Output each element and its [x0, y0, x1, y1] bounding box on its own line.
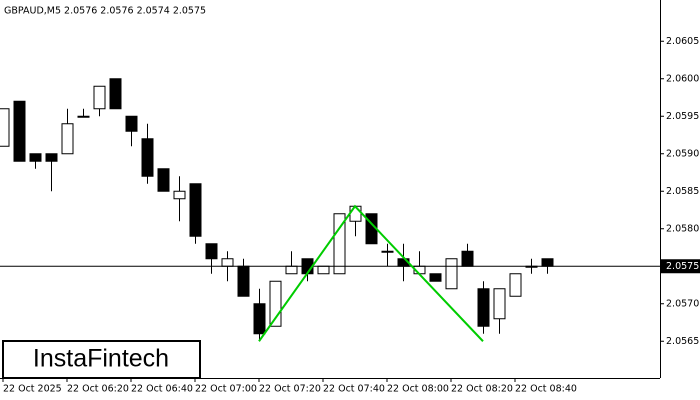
y-tick-label: 2.0595	[666, 111, 699, 122]
candle-body	[253, 303, 266, 335]
candle-body	[445, 258, 458, 290]
candle-body	[45, 153, 58, 162]
candle-body	[0, 108, 10, 147]
x-tick-label: 22 Oct 08:40	[515, 384, 577, 395]
candle-body	[77, 115, 90, 118]
candle-body	[189, 183, 202, 237]
candle-body	[333, 213, 346, 275]
x-tick-label: 22 Oct 2025	[3, 384, 62, 395]
brand-box	[2, 340, 201, 379]
y-tick-label: 2.0585	[666, 186, 699, 197]
x-tick-label: 22 Oct 08:20	[451, 384, 513, 395]
candle-body	[109, 78, 122, 110]
candle-body	[381, 250, 394, 253]
candle-body	[285, 265, 298, 275]
candle-body	[157, 168, 170, 192]
candle-body	[477, 288, 490, 327]
y-tick-label: 2.0600	[666, 73, 699, 84]
brand-logo: InstaFintech	[33, 345, 169, 373]
candle-body	[61, 123, 74, 155]
candle-body	[461, 250, 474, 267]
chart-title: GBPAUD,M5 2.0576 2.0576 2.0574 2.0575	[4, 6, 206, 17]
x-tick-label: 22 Oct 06:20	[67, 384, 129, 395]
y-tick-label: 2.0580	[666, 223, 699, 234]
candle-body	[173, 190, 186, 200]
candle-body	[221, 258, 234, 267]
x-tick-label: 22 Oct 07:40	[323, 384, 385, 395]
x-tick-label: 22 Oct 06:40	[131, 384, 193, 395]
candle-body	[93, 85, 106, 110]
y-tick-label: 2.0605	[666, 36, 699, 47]
candle-body	[125, 115, 138, 132]
candle-body	[29, 153, 42, 162]
candle-body	[269, 280, 282, 327]
x-tick-label: 22 Oct 08:00	[387, 384, 449, 395]
pattern-line	[258, 204, 484, 342]
current-price-label: 2.0575	[666, 261, 699, 272]
candle-body	[205, 243, 218, 260]
y-tick-label: 2.0570	[666, 298, 699, 309]
x-tick-label: 22 Oct 07:20	[259, 384, 321, 395]
candle-body	[541, 258, 554, 267]
candle-body	[13, 100, 26, 162]
candle-body	[509, 273, 522, 297]
candle-body	[349, 205, 362, 222]
current-price-box	[661, 259, 700, 274]
y-tick-label: 2.0590	[666, 148, 699, 159]
x-tick-label: 22 Oct 07:00	[195, 384, 257, 395]
candle-body	[429, 273, 442, 282]
candle-body	[141, 138, 154, 177]
candle-body	[317, 265, 330, 275]
candle-body	[493, 288, 506, 320]
candle-body	[237, 265, 250, 297]
y-tick-label: 2.0565	[666, 336, 699, 347]
